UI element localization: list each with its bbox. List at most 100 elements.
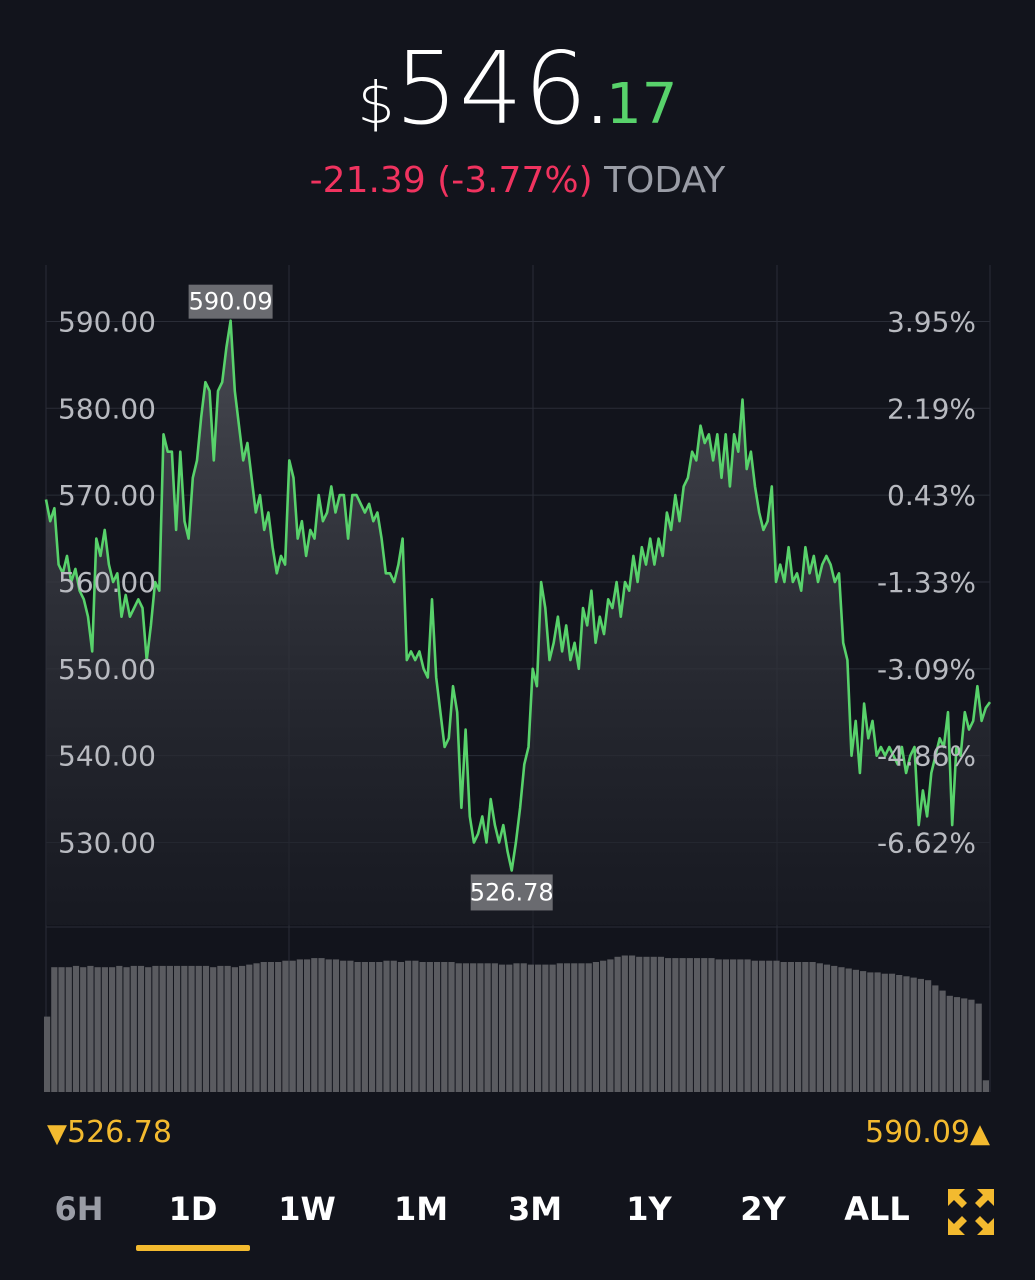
- volume-bar: [968, 999, 975, 1092]
- volume-bar: [701, 958, 708, 1092]
- tab-1m[interactable]: 1M: [393, 1190, 449, 1228]
- volume-bar: [282, 960, 289, 1092]
- volume-bar: [260, 962, 267, 1092]
- tab-2y[interactable]: 2Y: [740, 1190, 786, 1228]
- volume-bar: [650, 956, 657, 1092]
- range-low: ▼526.78: [47, 1115, 172, 1150]
- volume-bar: [152, 965, 159, 1092]
- current-price: $546.17: [0, 30, 1035, 147]
- volume-bar: [108, 967, 116, 1092]
- right-axis-tick-label: 2.19%: [887, 392, 976, 425]
- volume-bar: [498, 964, 506, 1092]
- volume-bar: [730, 959, 737, 1092]
- volume-bar: [542, 964, 549, 1092]
- volume-bar: [571, 963, 578, 1092]
- volume-bar: [585, 963, 592, 1092]
- volume-bar: [145, 967, 152, 1092]
- price-integer: 546: [394, 30, 589, 147]
- tab-1y[interactable]: 1Y: [626, 1190, 672, 1228]
- volume-bar: [238, 965, 246, 1092]
- volume-bar: [982, 1080, 989, 1092]
- volume-bar: [303, 959, 311, 1092]
- expand-arrows-icon[interactable]: [945, 1186, 997, 1238]
- volume-bar: [195, 965, 202, 1092]
- volume-bar: [693, 958, 701, 1092]
- volume-bar: [939, 990, 946, 1092]
- volume-bar: [72, 965, 80, 1092]
- volume-bar: [296, 959, 303, 1092]
- right-axis-tick-label: 0.43%: [887, 479, 976, 512]
- volume-bar: [672, 958, 679, 1092]
- volume-bar: [275, 962, 282, 1092]
- volume-bar: [80, 967, 87, 1092]
- left-axis-tick-label: 580.00: [58, 392, 156, 425]
- volume-bar: [592, 962, 600, 1092]
- volume-bar: [643, 956, 650, 1092]
- volume-bar: [166, 965, 173, 1092]
- price-range: ▼526.78 590.09▲: [0, 1115, 1035, 1155]
- volume-bar: [758, 960, 766, 1092]
- volume-bar: [535, 964, 542, 1092]
- volume-bar: [231, 967, 238, 1092]
- volume-bar: [354, 962, 361, 1092]
- volume-bar: [123, 967, 130, 1092]
- volume-bar: [636, 956, 643, 1092]
- tab-1d[interactable]: 1D: [168, 1190, 218, 1228]
- volume-bar: [809, 962, 816, 1092]
- high-callout-box: [188, 284, 273, 319]
- volume-bar: [946, 995, 953, 1092]
- volume-bar: [87, 965, 94, 1092]
- volume-bar: [441, 962, 448, 1092]
- volume-bar: [332, 959, 340, 1092]
- price-chart[interactable]: 590.00 580.00 570.00 560.00 550.00 540.00 530.…: [0, 0, 1035, 1100]
- range-low-value: 526.78: [67, 1115, 172, 1150]
- price-line: [44, 319, 992, 872]
- volume-bar: [917, 978, 925, 1092]
- low-callout-label: 526.78: [470, 878, 554, 906]
- right-axis-tick-label: -6.62%: [877, 827, 976, 860]
- volume-bar: [874, 972, 881, 1092]
- right-axis-tick-label: -3.09%: [877, 653, 976, 686]
- volume-bar: [881, 973, 888, 1092]
- volume-bar: [549, 964, 556, 1092]
- volume-bar: [311, 958, 318, 1092]
- tab-3m[interactable]: 3M: [507, 1190, 563, 1228]
- volume-bar: [405, 960, 412, 1092]
- high-callout-label: 590.09: [189, 288, 273, 316]
- volume-bar: [903, 976, 910, 1092]
- volume-bar: [65, 967, 72, 1092]
- volume-bar: [513, 963, 520, 1092]
- tab-6h[interactable]: 6H: [54, 1190, 104, 1228]
- volume-bar: [910, 977, 917, 1092]
- tab-all[interactable]: ALL: [844, 1190, 910, 1228]
- active-tab-indicator: [136, 1245, 250, 1251]
- volume-bar: [780, 962, 787, 1092]
- volume-bar: [426, 962, 433, 1092]
- volume-bar: [657, 956, 665, 1092]
- volume-bar: [665, 958, 672, 1092]
- left-axis-tick-label: 550.00: [58, 653, 156, 686]
- volume-bar: [802, 962, 809, 1092]
- price-decimal-point: .: [588, 72, 607, 137]
- volume-bar: [527, 964, 535, 1092]
- range-high: 590.09▲: [865, 1115, 990, 1150]
- volume-bar: [470, 963, 477, 1092]
- tab-1w[interactable]: 1W: [278, 1190, 336, 1228]
- price-decimal: 17: [606, 72, 678, 137]
- volume-bar: [773, 960, 780, 1092]
- volume-bar: [867, 972, 874, 1092]
- volume-bar: [188, 965, 195, 1092]
- volume-bar: [181, 965, 188, 1092]
- volume-bar: [94, 967, 101, 1092]
- volume-bar: [491, 963, 498, 1092]
- volume-bar: [860, 971, 867, 1092]
- volume-bar: [845, 968, 852, 1092]
- volume-bar: [289, 960, 296, 1092]
- volume-bar: [253, 963, 260, 1092]
- down-triangle-icon: ▼: [47, 1119, 67, 1149]
- volume-bar: [852, 969, 860, 1092]
- volume-bar: [448, 962, 455, 1092]
- volume-bar: [202, 965, 210, 1092]
- volume-bar: [556, 963, 563, 1092]
- volume-bar: [347, 960, 354, 1092]
